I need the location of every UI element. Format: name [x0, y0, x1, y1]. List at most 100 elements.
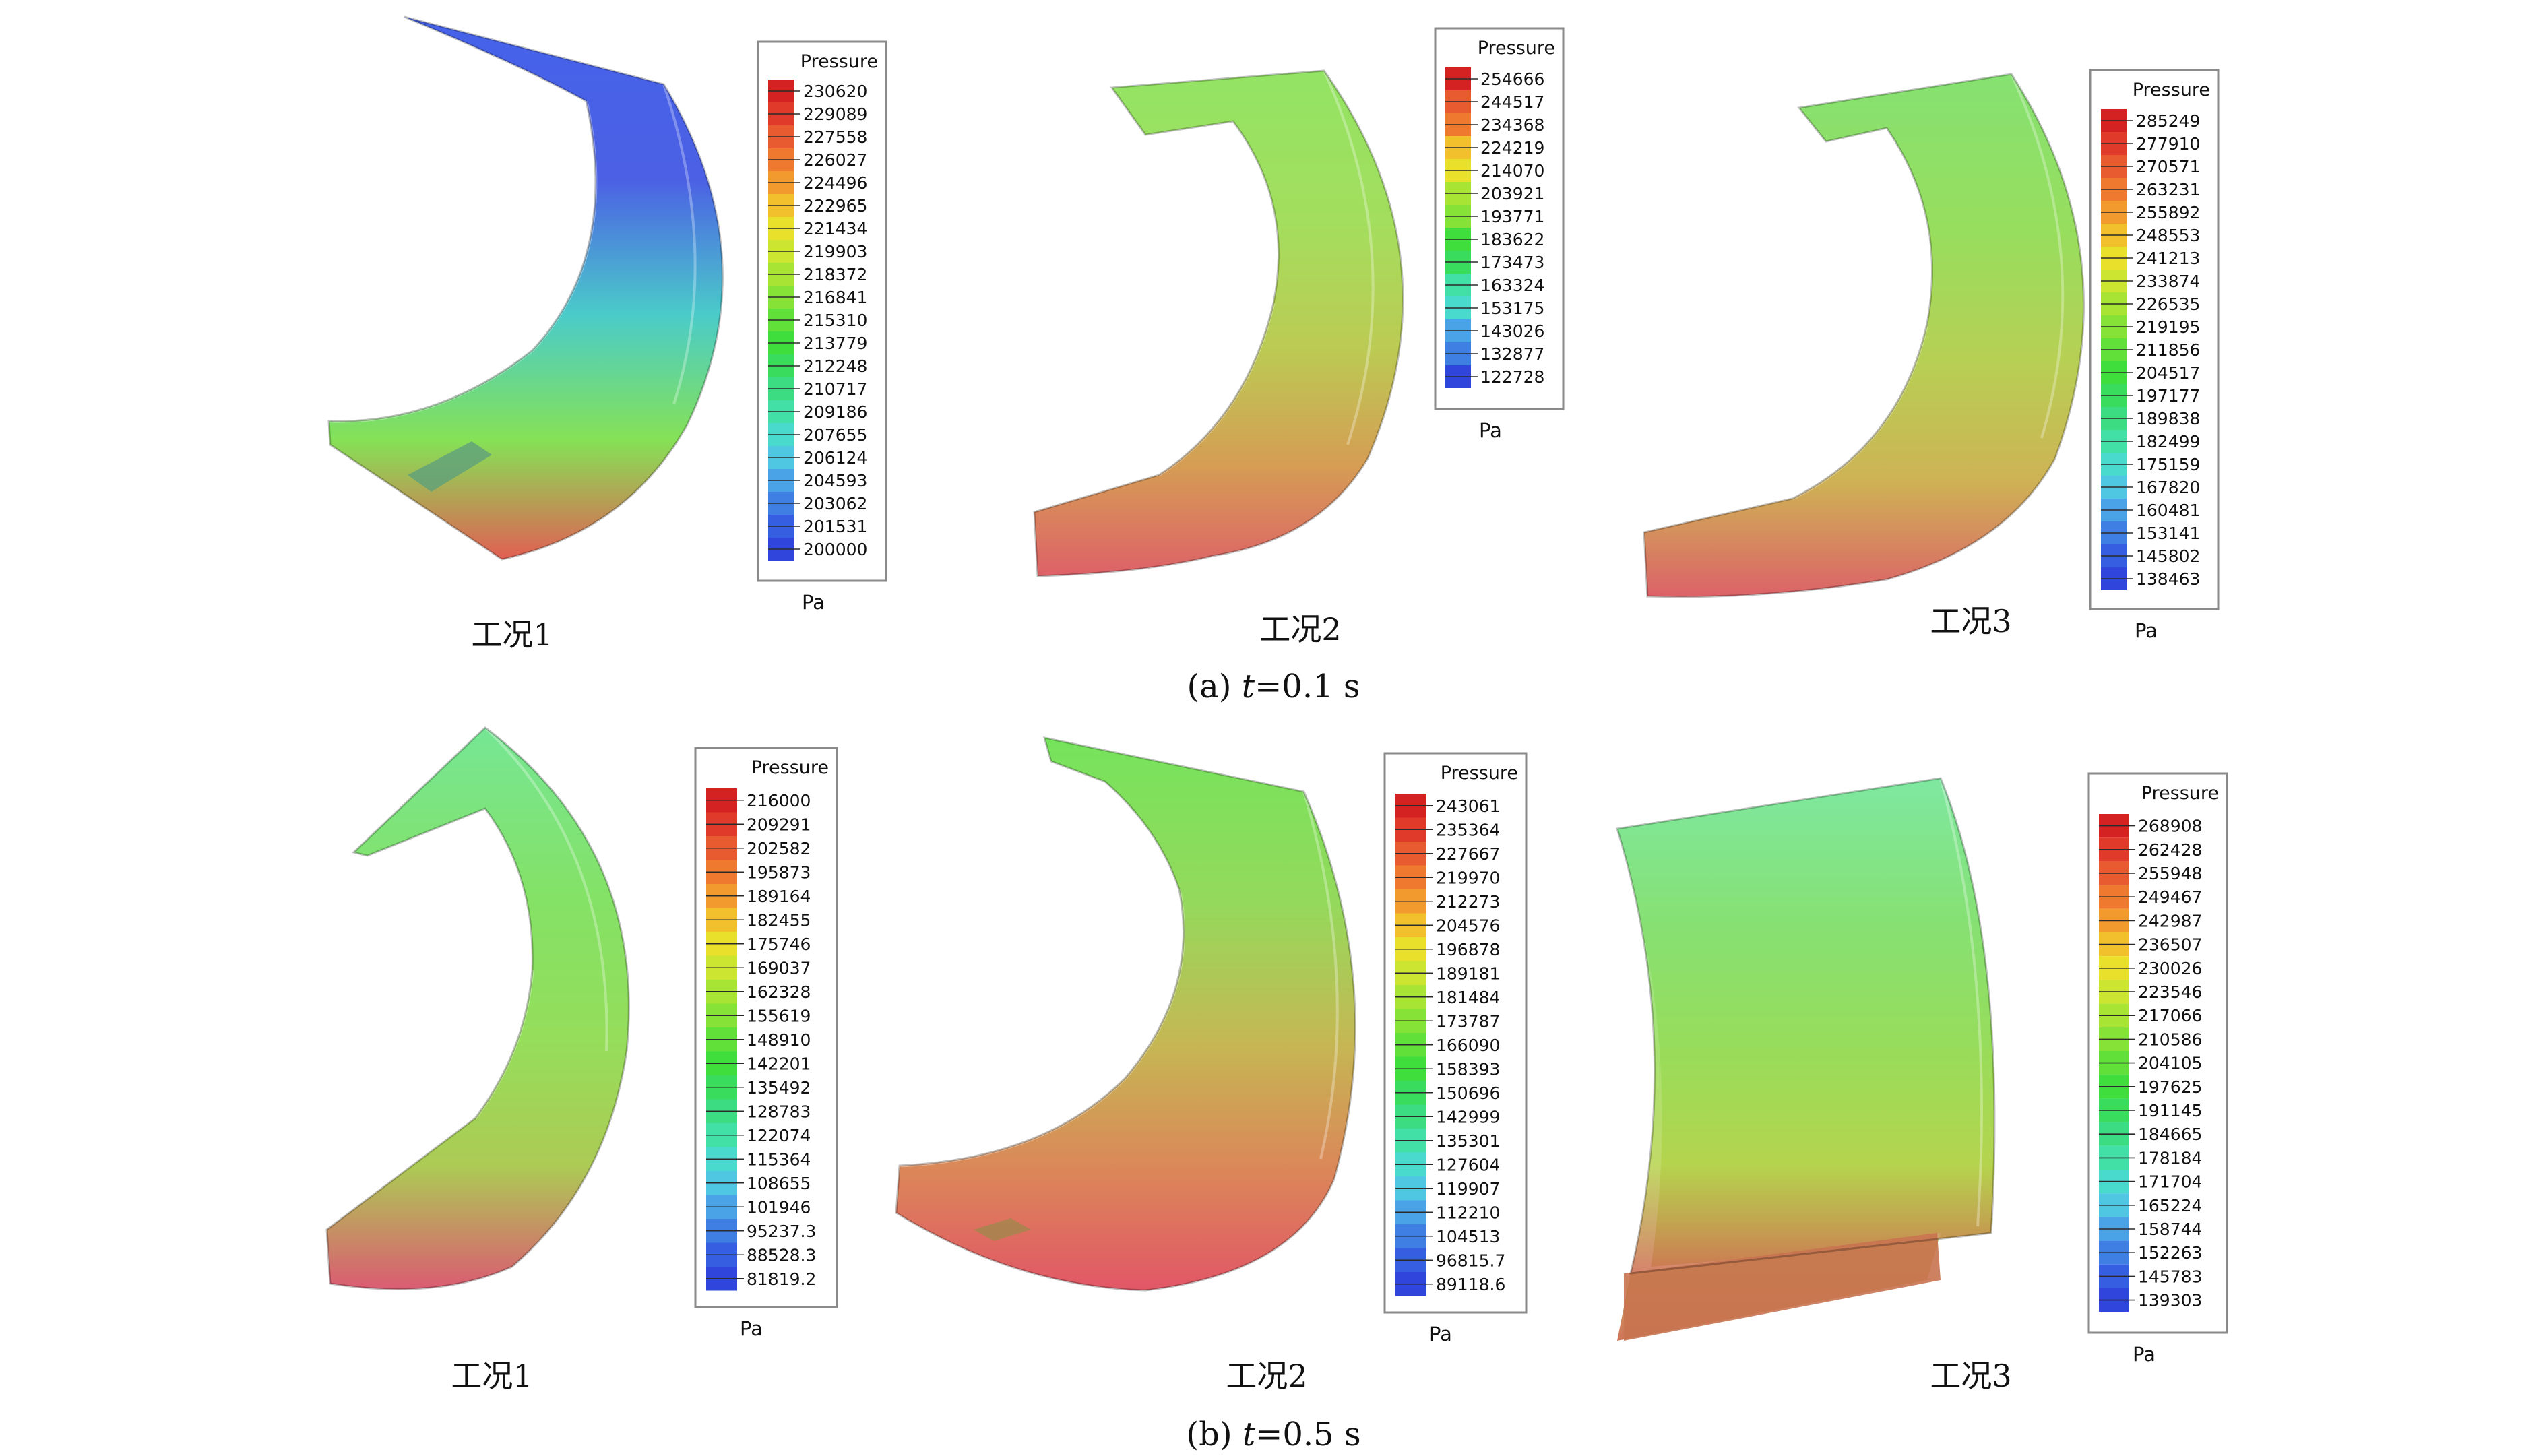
legend-value: 255948 [2138, 864, 2202, 883]
legend-value: 213779 [803, 334, 867, 353]
legend-unit: Pa [1479, 419, 1502, 442]
legend-value: 182499 [2136, 432, 2200, 451]
legend-value: 214070 [1480, 161, 1544, 181]
legend-value: 152263 [2138, 1243, 2202, 1263]
legend-value: 229089 [803, 104, 867, 124]
legend-value: 143026 [1480, 321, 1544, 341]
legend-value: 224496 [803, 173, 867, 193]
legend-value: 88528.3 [747, 1245, 816, 1265]
legend-value: 196878 [1436, 940, 1500, 959]
legend-value: 226027 [803, 150, 867, 170]
legend-value: 95237.3 [747, 1222, 816, 1241]
legend-value: 263231 [2136, 180, 2200, 199]
legend-value: 163324 [1480, 276, 1544, 295]
legend-value: 223546 [2138, 982, 2202, 1002]
legend-value: 210586 [2138, 1030, 2202, 1049]
shell-row-b-case-1 [325, 726, 630, 1290]
row-caption-b: (b) t=0.5 s [1186, 1416, 1360, 1453]
legend-title: Pressure [1478, 38, 1555, 59]
legend-row-a-case-1: Pressure 230620 229089 227558 226027 224496 22… [757, 40, 887, 614]
panel-label-row-b-case-3: 工况3 [1930, 1358, 2011, 1394]
legend-value: 181484 [1436, 988, 1500, 1007]
legend-value: 153175 [1480, 298, 1544, 318]
legend-row-b-case-1: Pressure 216000 209291 202582 195873 189164 18… [694, 747, 838, 1340]
legend-value: 216000 [747, 791, 811, 811]
legend-value: 219903 [803, 242, 867, 261]
legend-value: 201531 [803, 517, 867, 536]
legend-value: 122728 [1480, 367, 1544, 387]
legend-value: 206124 [803, 448, 867, 468]
legend-value: 242987 [2138, 911, 2202, 930]
legend-value: 96815.7 [1436, 1251, 1505, 1270]
legend-value: 222965 [803, 196, 867, 216]
legend-value: 202582 [747, 839, 811, 858]
legend-value: 243061 [1436, 796, 1500, 816]
legend-row-b-case-3: Pressure 268908 262428 255948 249467 242987 23… [2087, 772, 2228, 1366]
legend-unit: Pa [802, 591, 825, 614]
legend-title: Pressure [751, 757, 829, 778]
row-caption-a: (a) t=0.1 s [1187, 668, 1360, 705]
shell-row-a-case-1 [327, 15, 724, 561]
legend-value: 248553 [2136, 226, 2200, 245]
legend-title: Pressure [1441, 763, 1518, 784]
legend-value: 255892 [2136, 203, 2200, 222]
legend-value: 132877 [1480, 344, 1544, 364]
legend-title: Pressure [800, 51, 878, 72]
legend-value: 212273 [1436, 892, 1500, 912]
legend-value: 160481 [2136, 501, 2200, 520]
legend-value: 200000 [803, 540, 867, 559]
legend-value: 165224 [2138, 1196, 2202, 1215]
legend-value: 219195 [2136, 317, 2200, 337]
legend-value: 150696 [1436, 1083, 1500, 1103]
legend-value: 216841 [803, 288, 867, 307]
legend-value: 219970 [1436, 868, 1500, 887]
panel-label-row-a-case-1: 工况1 [471, 616, 553, 653]
legend-value: 184665 [2138, 1125, 2202, 1144]
legend-title: Pressure [2133, 80, 2210, 100]
legend-value: 268908 [2138, 817, 2202, 836]
shell-row-b-case-2 [895, 736, 1356, 1292]
legend-value: 197625 [2138, 1077, 2202, 1097]
legend-value: 155619 [747, 1006, 811, 1025]
legend-value: 249467 [2138, 887, 2202, 907]
legend-value: 285249 [2136, 111, 2200, 131]
legend-value: 162328 [747, 982, 811, 1002]
legend-value: 211856 [2136, 340, 2200, 360]
legend-value: 236507 [2138, 935, 2202, 955]
legend-value: 139303 [2138, 1291, 2202, 1310]
legend-value: 145783 [2138, 1267, 2202, 1286]
legend-value: 210717 [803, 379, 867, 399]
legend-value: 166090 [1436, 1036, 1500, 1055]
legend-value: 212248 [803, 356, 867, 376]
legend-value: 169037 [747, 958, 811, 978]
legend-value: 254666 [1480, 69, 1544, 89]
legend-unit: Pa [2135, 619, 2158, 642]
legend-value: 191145 [2138, 1101, 2202, 1120]
legend-value: 221434 [803, 219, 867, 239]
legend-value: 204576 [1436, 916, 1500, 935]
panel-label-row-a-case-3: 工况3 [1930, 603, 2011, 639]
legend-value: 203921 [1480, 184, 1544, 203]
legend-value: 227667 [1436, 844, 1500, 864]
legend-value: 167820 [2136, 478, 2200, 497]
legend-value: 138463 [2136, 569, 2200, 589]
legend-value: 108655 [747, 1174, 811, 1193]
legend-value: 182455 [747, 910, 811, 930]
legend-value: 189181 [1436, 963, 1500, 983]
legend-value: 173473 [1480, 253, 1544, 272]
legend-value: 145802 [2136, 546, 2200, 566]
panel-label-row-b-case-1: 工况1 [451, 1358, 532, 1394]
legend-row-a-case-3: Pressure 285249 277910 270571 263231 255892 24… [2089, 69, 2220, 642]
legend-value: 203062 [803, 494, 867, 513]
legend-value: 175746 [747, 935, 811, 954]
legend-value: 127604 [1436, 1155, 1500, 1174]
legend-value: 277910 [2136, 134, 2200, 154]
legend-value: 183622 [1480, 230, 1544, 249]
legend-value: 142201 [747, 1054, 811, 1073]
legend-value: 178184 [2138, 1148, 2202, 1168]
legend-value: 189164 [747, 887, 811, 906]
legend-value: 270571 [2136, 157, 2200, 177]
legend-value: 173787 [1436, 1011, 1500, 1031]
legend-value: 262428 [2138, 840, 2202, 860]
legend-value: 244517 [1480, 92, 1544, 112]
